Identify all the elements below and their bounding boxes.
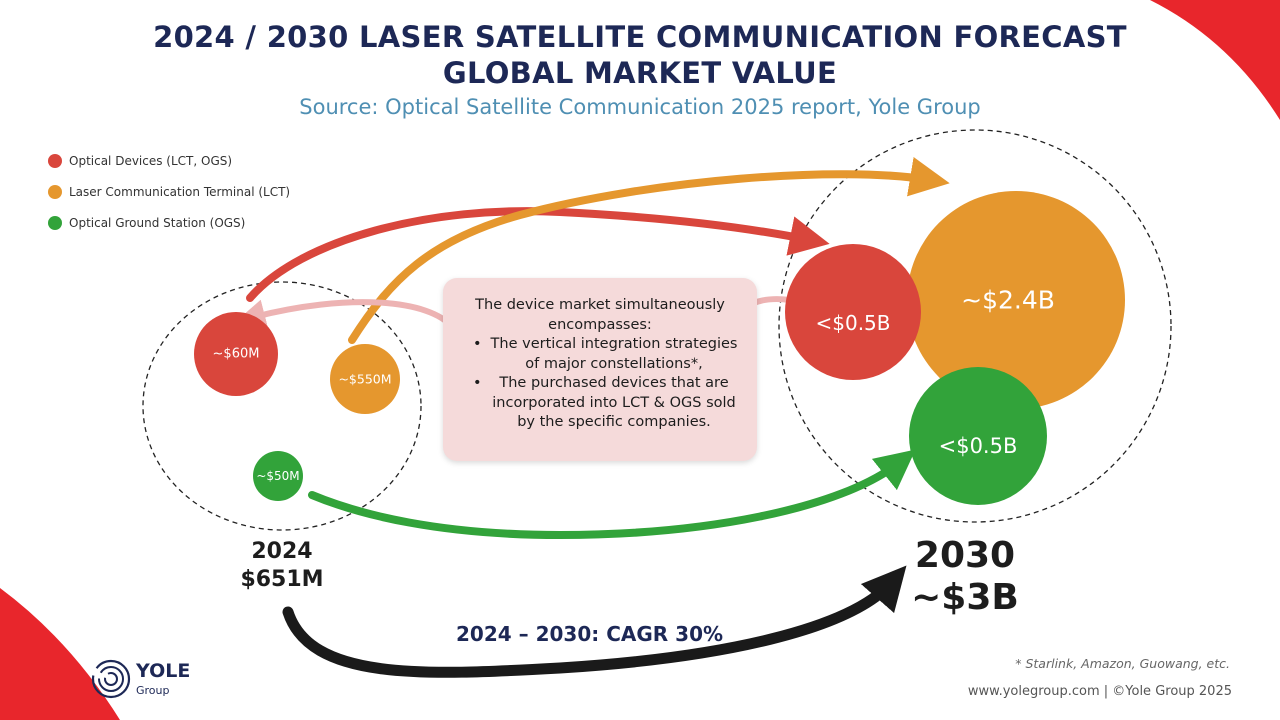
total-2030: ~$3B — [911, 577, 1019, 618]
legend: Optical Devices (LCT, OGS) Laser Communi… — [48, 145, 290, 238]
chart-title-line1: 2024 / 2030 LASER SATELLITE COMMUNICATIO… — [153, 20, 1127, 54]
label-2030-lct: ~$2.4B — [961, 285, 1055, 315]
arrow-note-left — [235, 299, 455, 330]
label-2030-ogs: <$0.5B — [938, 434, 1018, 458]
yole-logo-icon — [91, 659, 131, 699]
legend-dot — [48, 153, 62, 168]
corner-shape-bottom-left — [0, 588, 120, 720]
arrow-cagr — [282, 565, 907, 678]
legend-dot — [48, 184, 62, 199]
year-2024-label: 2024 $651M — [222, 538, 342, 594]
legend-label: Optical Devices (LCT, OGS) — [69, 153, 233, 168]
label-2024-optical-devices: ~$60M — [212, 346, 260, 362]
label-2030-optical-devices: <$0.5B — [815, 311, 891, 335]
legend-item-optical-devices: Optical Devices (LCT, OGS) — [48, 145, 290, 176]
year-2030-label: 2030 ~$3B — [895, 535, 1035, 619]
year-2030: 2030 — [914, 535, 1016, 576]
note-box: The device market simultaneously encompa… — [443, 278, 757, 461]
logo-sub: Group — [136, 684, 170, 697]
group-2030-circle — [778, 129, 1172, 523]
note-intro: The device market simultaneously encompa… — [475, 297, 725, 333]
label-2024-ogs: ~$50M — [256, 469, 300, 483]
corner-shape-top-right — [1150, 0, 1280, 120]
footnote: * Starlink, Amazon, Guowang, etc. — [1015, 656, 1230, 671]
year-2024: 2024 — [251, 539, 313, 564]
legend-item-lct: Laser Communication Terminal (LCT) — [48, 176, 290, 207]
bubble-2024-optical-devices — [194, 312, 278, 396]
logo-text: YOLE — [136, 660, 191, 682]
bubble-2024-ogs — [253, 451, 303, 501]
legend-item-ogs: Optical Ground Station (OGS) — [48, 207, 290, 238]
legend-dot — [48, 215, 62, 230]
arrow-ogs — [308, 449, 916, 540]
arrow-lct — [348, 156, 950, 344]
bubble-2030-optical-devices — [785, 244, 921, 380]
chart-subtitle: Source: Optical Satellite Communication … — [299, 95, 981, 119]
label-2024-lct: ~$550M — [338, 371, 392, 387]
yole-logo: YOLE Group — [90, 656, 210, 704]
copyright: www.yolegroup.com | ©Yole Group 2025 — [967, 684, 1232, 699]
note-bullet: The purchased devices that are incorpora… — [459, 374, 741, 433]
group-2024-circle — [142, 281, 422, 531]
cagr-label: 2024 – 2030: CAGR 30% — [456, 622, 724, 646]
bubble-2030-lct — [907, 191, 1125, 409]
total-2024: $651M — [240, 567, 324, 592]
chart-title-line2: GLOBAL MARKET VALUE — [442, 56, 838, 90]
bubble-2024-lct — [330, 344, 400, 414]
legend-label: Laser Communication Terminal (LCT) — [69, 184, 291, 199]
note-bullet: The vertical integration strategies of m… — [459, 335, 741, 374]
note-list: The vertical integration strategies of m… — [459, 335, 741, 433]
bubble-2030-ogs — [909, 367, 1047, 505]
legend-label: Optical Ground Station (OGS) — [69, 215, 246, 230]
